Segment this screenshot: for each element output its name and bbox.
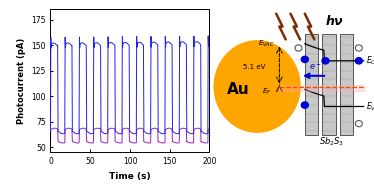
Circle shape: [355, 45, 362, 51]
Circle shape: [301, 102, 308, 108]
Y-axis label: Photocurrent (pA): Photocurrent (pA): [16, 38, 25, 124]
Ellipse shape: [214, 41, 300, 132]
Circle shape: [322, 58, 329, 64]
Text: 5.1 eV: 5.1 eV: [243, 64, 265, 70]
Text: $E_{VAC}$: $E_{VAC}$: [258, 39, 275, 49]
Circle shape: [355, 58, 362, 64]
X-axis label: Time (s): Time (s): [109, 172, 151, 180]
Circle shape: [301, 56, 308, 63]
Text: $\bfit{h\nu}$: $\bfit{h\nu}$: [325, 14, 344, 28]
Bar: [340, 34, 353, 135]
Bar: [322, 34, 336, 135]
Text: $E_C$: $E_C$: [366, 55, 374, 67]
Bar: [305, 34, 318, 135]
Text: $E_{F}$: $E_{F}$: [262, 87, 271, 97]
Text: Au: Au: [227, 82, 249, 97]
Text: $Sb_2S_3$: $Sb_2S_3$: [319, 136, 344, 148]
Text: $E_V$: $E_V$: [366, 100, 374, 113]
Circle shape: [355, 120, 362, 127]
Circle shape: [295, 45, 302, 51]
Text: $e^-$: $e^-$: [309, 62, 322, 71]
